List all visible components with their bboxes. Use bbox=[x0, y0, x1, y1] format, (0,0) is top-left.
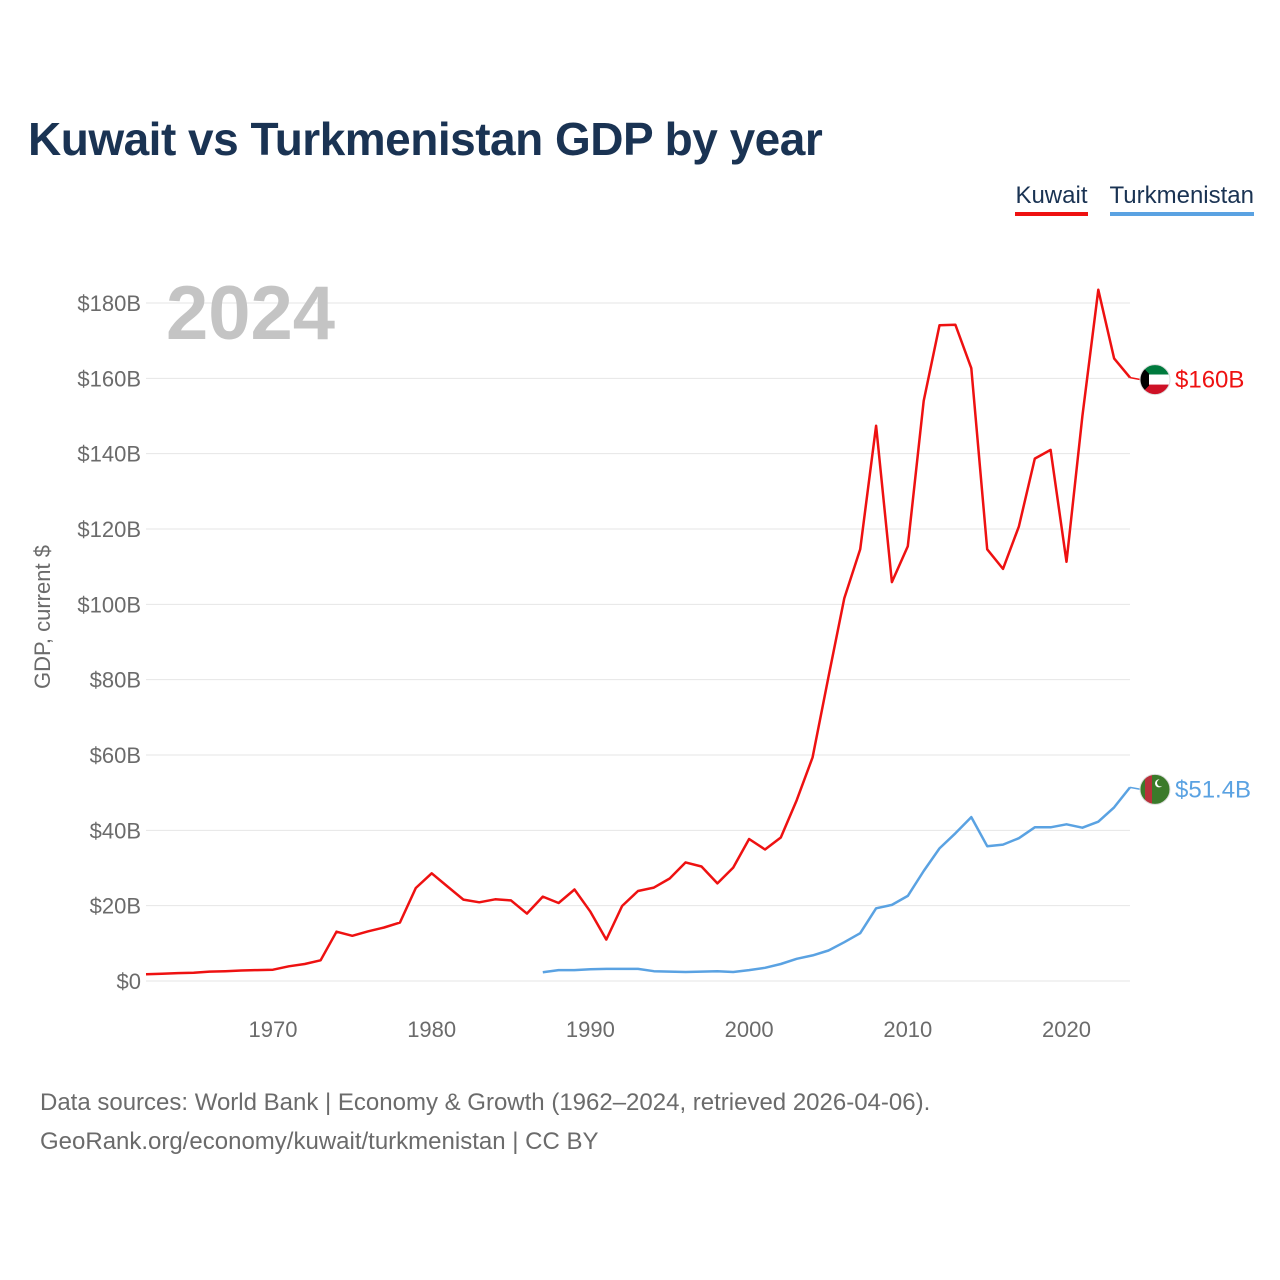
series-line-kuwait bbox=[145, 288, 1131, 976]
grid-lines bbox=[146, 302, 1130, 982]
legend: Kuwait Turkmenistan bbox=[1015, 182, 1254, 216]
y-tick-label: $100B bbox=[77, 592, 141, 617]
footer: Data sources: World Bank | Economy & Gro… bbox=[40, 1083, 930, 1161]
turkmenistan-flag-icon bbox=[1139, 773, 1171, 805]
x-tick-label: 2010 bbox=[883, 1017, 932, 1042]
legend-item-turkmenistan[interactable]: Turkmenistan bbox=[1109, 182, 1254, 216]
chart-title: Kuwait vs Turkmenistan GDP by year bbox=[28, 113, 823, 165]
end-markers: $160B $51.4B bbox=[1129, 364, 1251, 805]
series-line-turkmenistan bbox=[542, 786, 1131, 974]
y-tick-label: $40B bbox=[90, 818, 141, 843]
x-tick-label: 1980 bbox=[407, 1017, 456, 1042]
year-label: 2024 bbox=[166, 271, 335, 356]
y-axis-ticks: $0 $20B $40B $60B $80B $100B $120B $140B $160B $1… bbox=[77, 291, 141, 994]
end-connector bbox=[1129, 376, 1142, 381]
y-tick-label: $60B bbox=[90, 743, 141, 768]
y-tick-label: $20B bbox=[90, 894, 141, 919]
x-tick-label: 1970 bbox=[248, 1017, 297, 1042]
y-tick-label: $180B bbox=[77, 291, 141, 316]
y-tick-label: $0 bbox=[117, 969, 141, 994]
y-tick-label: $160B bbox=[77, 366, 141, 391]
x-tick-label: 2000 bbox=[725, 1017, 774, 1042]
end-connector bbox=[1129, 786, 1142, 791]
kuwait-flag-icon bbox=[1139, 364, 1171, 396]
y-tick-label: $80B bbox=[90, 668, 141, 693]
end-label-turkmenistan: $51.4B bbox=[1175, 776, 1251, 803]
x-tick-label: 1990 bbox=[566, 1017, 615, 1042]
y-tick-label: $120B bbox=[77, 517, 141, 542]
legend-item-kuwait[interactable]: Kuwait bbox=[1015, 182, 1088, 216]
end-label-kuwait: $160B bbox=[1175, 367, 1244, 394]
footer-sources: Data sources: World Bank | Economy & Gro… bbox=[40, 1089, 931, 1116]
y-tick-label: $140B bbox=[77, 442, 141, 467]
x-axis-ticks: 1970 1980 1990 2000 2010 2020 bbox=[248, 1017, 1091, 1042]
y-axis-label: GDP, current $ bbox=[30, 545, 55, 689]
x-tick-label: 2020 bbox=[1042, 1017, 1091, 1042]
footer-attribution[interactable]: GeoRank.org/economy/kuwait/turkmenistan … bbox=[40, 1128, 599, 1155]
series-lines bbox=[145, 288, 1131, 976]
